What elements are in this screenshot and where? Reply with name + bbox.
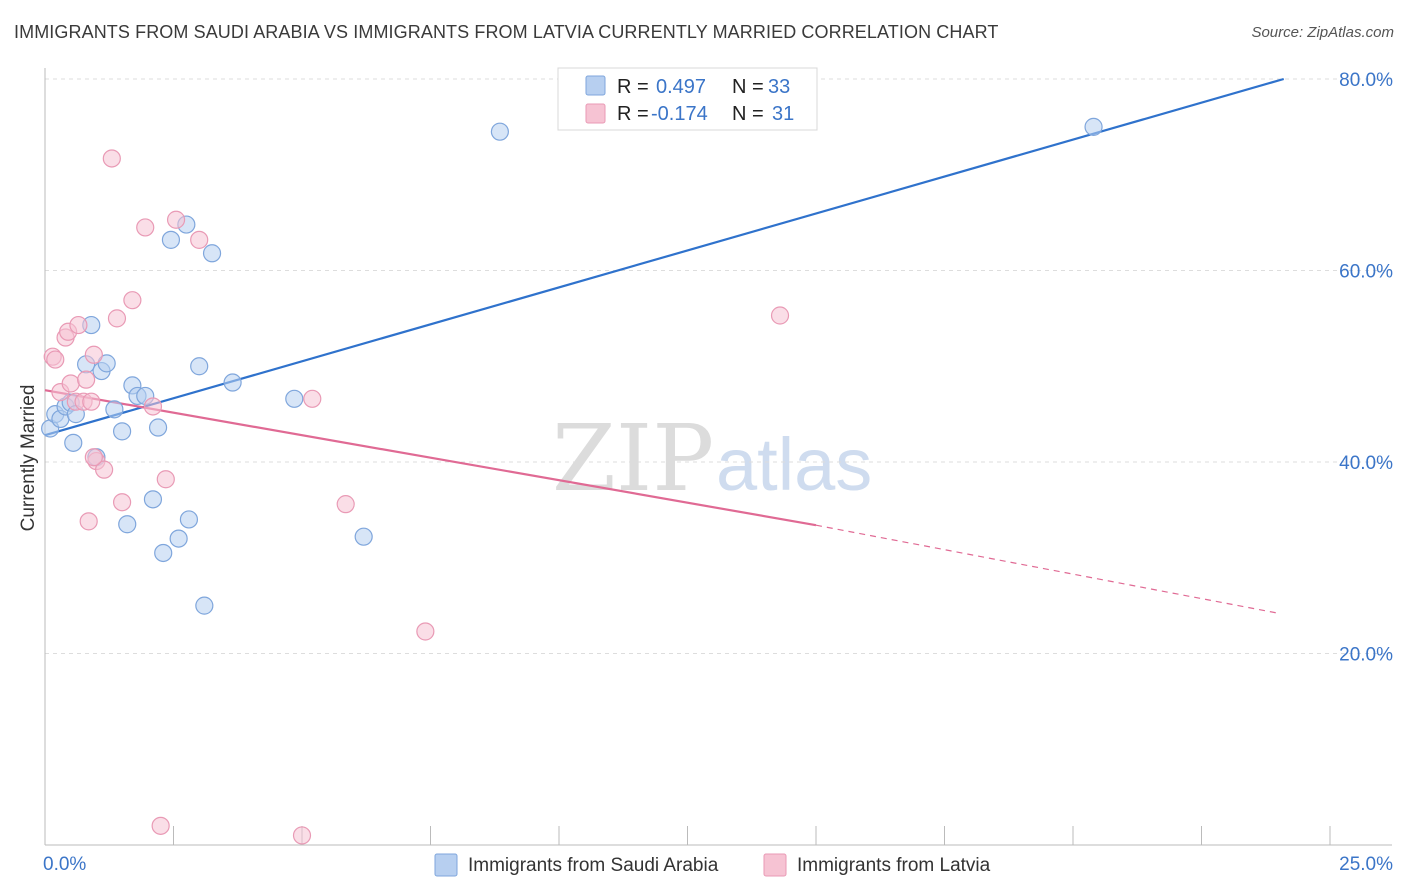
tick-labels: 20.0% 40.0% 60.0% 80.0% 0.0% 25.0% [43, 70, 1393, 875]
y-tick-label-1: 40.0% [1339, 453, 1393, 474]
y-axis-title: Currently Married [18, 385, 39, 532]
legend-n-value-2: 31 [772, 103, 794, 125]
point-blue-19 [148, 418, 168, 437]
point-pink-10 [79, 512, 98, 531]
watermark-atlas: atlas [716, 423, 872, 506]
chart-title: IMMIGRANTS FROM SAUDI ARABIA VS IMMIGRAN… [14, 22, 999, 42]
point-pink-18 [123, 291, 142, 310]
y-tick-label-2: 60.0% [1339, 262, 1393, 283]
trend-lines [44, 77, 1285, 614]
point-blue-18 [143, 490, 163, 509]
legend-swatch-blue [585, 75, 606, 96]
point-blue-14 [118, 515, 137, 534]
point-blue-31 [490, 122, 509, 141]
point-blue-25 [190, 357, 209, 376]
point-blue-28 [223, 373, 242, 392]
trend-line-pink [44, 389, 817, 527]
series-legend: Immigrants from Saudi Arabia Immigrants … [434, 853, 991, 877]
point-blue-29 [285, 389, 304, 408]
point-pink-26 [303, 389, 322, 408]
point-pink-14 [95, 460, 114, 479]
x-tick-label-1: 25.0% [1339, 854, 1393, 875]
legend-r-value-1: 0.497 [656, 76, 706, 98]
legend-n-value-1: 33 [768, 76, 790, 98]
point-pink-15 [102, 149, 121, 168]
point-blue-27 [202, 244, 222, 263]
legend-n-label-1: N = [732, 76, 764, 98]
data-points [41, 117, 1103, 845]
point-pink-7 [69, 315, 88, 335]
bottom-legend-label-pink: Immigrants from Latvia [797, 855, 991, 876]
point-pink-24 [190, 230, 209, 249]
point-pink-27 [336, 495, 355, 514]
point-pink-22 [156, 470, 175, 489]
point-blue-5 [64, 433, 83, 452]
point-pink-25 [292, 826, 312, 845]
point-pink-9 [77, 370, 96, 389]
point-blue-12 [105, 400, 124, 419]
legend-n-label-2: N = [732, 103, 764, 125]
x-tick-label-0: 0.0% [43, 854, 86, 875]
point-pink-11 [82, 392, 101, 411]
point-pink-20 [143, 397, 163, 416]
watermark-zip: ZIP [552, 405, 714, 512]
legend-r-label-1: R = [617, 76, 649, 98]
y-tick-label-3: 80.0% [1339, 70, 1393, 91]
trend-line-blue [44, 77, 1285, 437]
point-pink-23 [166, 210, 186, 229]
point-blue-22 [169, 529, 188, 548]
point-pink-5 [61, 374, 80, 393]
point-pink-1 [46, 350, 65, 369]
grid-lines [45, 78, 1392, 654]
point-pink-19 [136, 218, 155, 237]
point-pink-12 [84, 345, 103, 364]
point-pink-29 [770, 306, 790, 325]
point-pink-16 [107, 309, 127, 328]
point-blue-30 [354, 527, 373, 546]
point-blue-11 [97, 354, 116, 373]
point-blue-20 [154, 543, 173, 563]
bottom-legend-swatch-pink [763, 853, 787, 877]
trend-line-extension-pink [815, 524, 1279, 614]
bottom-legend-label-blue: Immigrants from Saudi Arabia [468, 855, 719, 876]
source-credit: Source: ZipAtlas.com [1251, 24, 1394, 41]
point-blue-26 [195, 596, 214, 615]
bottom-legend-swatch-blue [434, 853, 458, 877]
point-blue-13 [112, 422, 132, 441]
point-pink-30 [84, 448, 103, 467]
point-blue-24 [179, 510, 199, 529]
point-blue-32 [1084, 117, 1103, 136]
point-pink-17 [112, 493, 132, 512]
point-pink-21 [151, 816, 170, 835]
y-tick-label-0: 20.0% [1339, 645, 1393, 666]
point-pink-28 [416, 622, 435, 641]
point-blue-21 [161, 230, 181, 249]
axes [44, 68, 1392, 846]
legend-r-value-2: -0.174 [651, 103, 708, 125]
stats-legend: R = 0.497 N = 33 R = -0.174 N = 31 [557, 67, 818, 131]
legend-swatch-pink [585, 103, 606, 124]
legend-r-label-2: R = [617, 103, 649, 125]
